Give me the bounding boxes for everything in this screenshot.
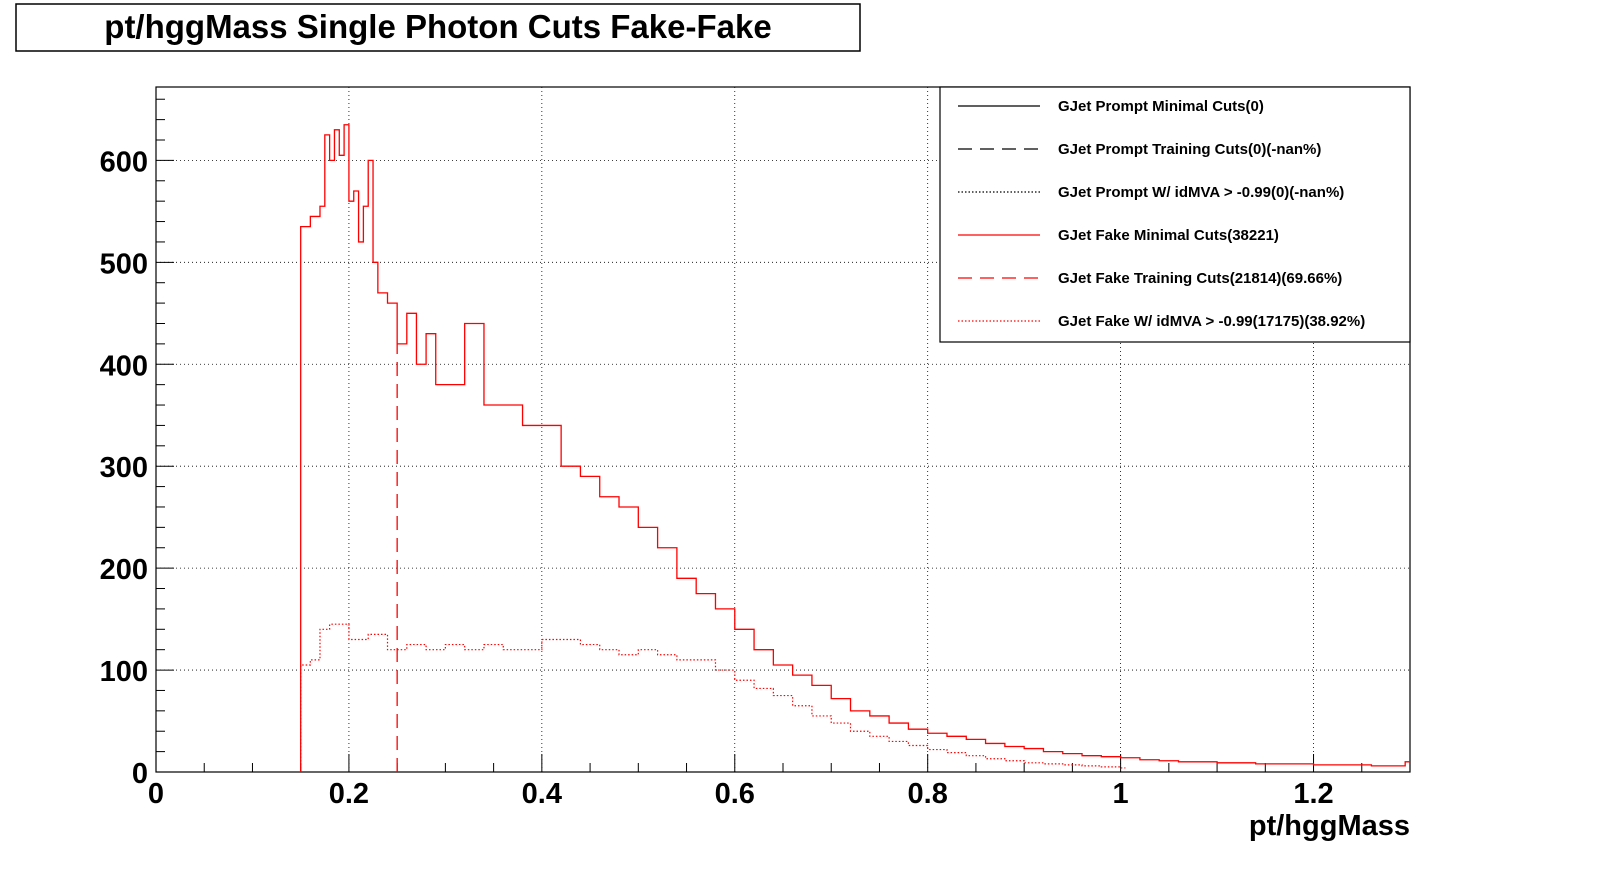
- legend-label-3: GJet Fake Minimal Cuts(38221): [1058, 227, 1279, 244]
- legend-label-5: GJet Fake W/ idMVA > -0.99(17175)(38.92%…: [1058, 313, 1365, 330]
- x-tick-label: 1: [1113, 778, 1129, 810]
- y-tick-label: 300: [100, 452, 148, 484]
- legend-label-4: GJet Fake Training Cuts(21814)(69.66%): [1058, 270, 1342, 287]
- legend: GJet Prompt Minimal Cuts(0) GJet Prompt T…: [958, 98, 1365, 330]
- y-tick-label: 400: [100, 350, 148, 382]
- legend-label-0: GJet Prompt Minimal Cuts(0): [1058, 98, 1264, 115]
- series-group: [300, 124, 1410, 772]
- y-tick-label: 100: [100, 656, 148, 688]
- y-tick-label: 500: [100, 248, 148, 280]
- x-tick-label: 1.2: [1293, 778, 1333, 810]
- x-tick-label: 0.8: [908, 778, 948, 810]
- series-line-5: [300, 623, 1126, 772]
- y-tick-label: 0: [132, 758, 148, 790]
- legend-box: [939, 86, 1411, 343]
- series-line-3: [300, 124, 1410, 772]
- y-tick-label: 600: [100, 146, 148, 178]
- x-tick-label: 0.4: [522, 778, 562, 810]
- x-tick-label: 0.2: [329, 778, 369, 810]
- legend-label-2: GJet Prompt W/ idMVA > -0.99(0)(-nan%): [1058, 184, 1344, 201]
- x-tick-label: 0: [148, 778, 164, 810]
- x-axis-label: pt/hggMass: [1249, 810, 1410, 842]
- chart-title: pt/hggMass Single Photon Cuts Fake-Fake: [104, 8, 771, 45]
- title-box: [15, 3, 861, 52]
- y-tick-label: 200: [100, 554, 148, 586]
- legend-label-1: GJet Prompt Training Cuts(0)(-nan%): [1058, 141, 1321, 158]
- axis-ticks: 0 0.2 0.4 0.6 0.8 1 1.2 0 100 200 300 400 500 600: [100, 98, 1411, 810]
- x-tick-label: 0.6: [715, 778, 755, 810]
